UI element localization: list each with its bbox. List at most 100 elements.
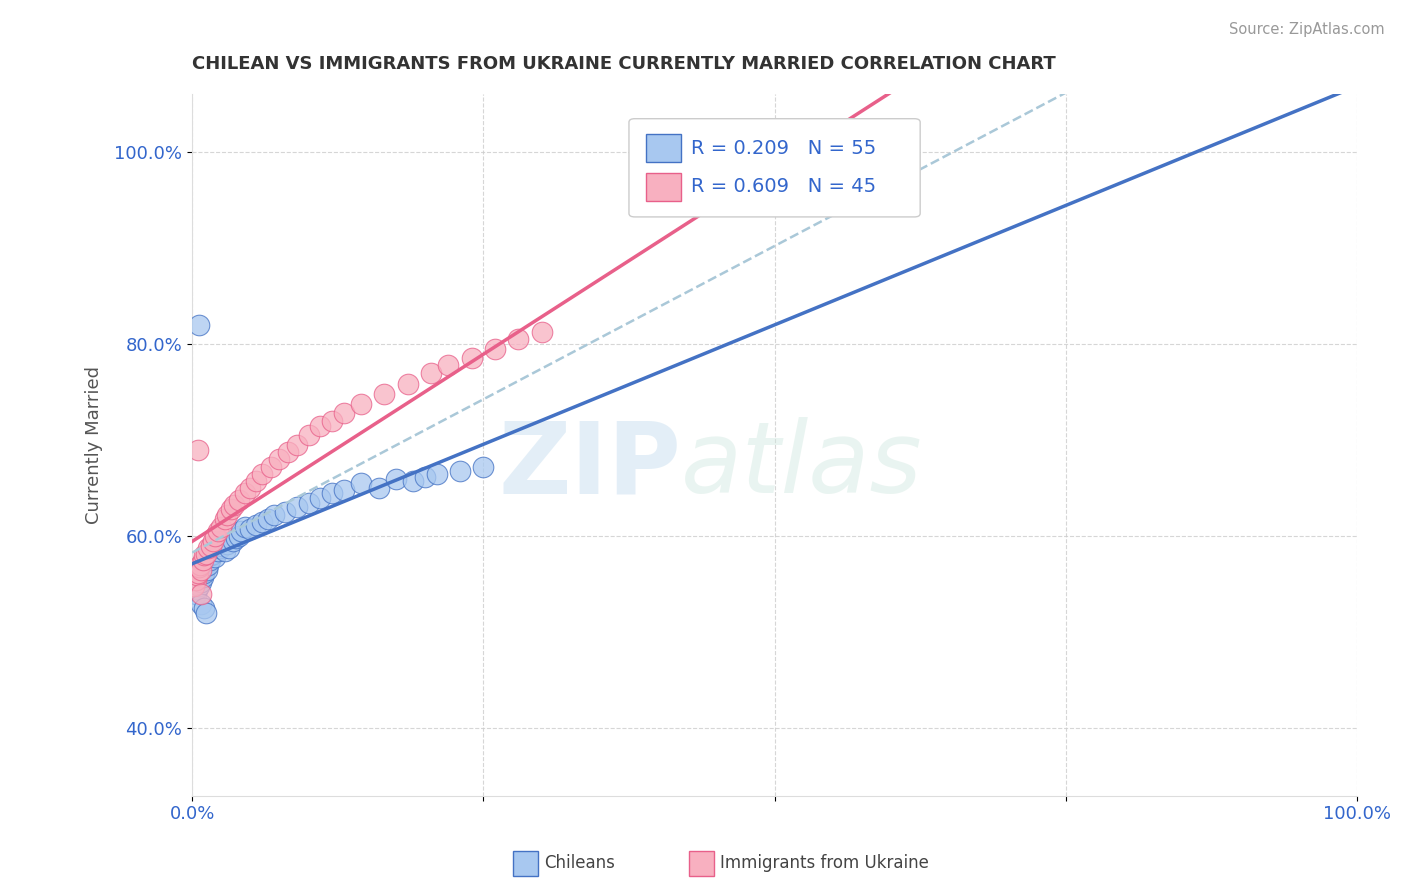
- Point: [373, 387, 395, 401]
- Point: [204, 529, 226, 543]
- Point: [484, 342, 506, 356]
- Point: [195, 547, 218, 561]
- Point: [460, 351, 482, 366]
- Point: [277, 444, 299, 458]
- Point: [309, 418, 332, 433]
- Point: [193, 549, 215, 563]
- Point: [285, 438, 308, 452]
- Point: [260, 460, 283, 475]
- Point: [194, 560, 217, 574]
- Point: [187, 567, 209, 582]
- Point: [419, 366, 441, 380]
- Point: [209, 541, 232, 555]
- Point: [191, 553, 214, 567]
- Point: [214, 512, 236, 526]
- Point: [385, 472, 408, 486]
- Point: [188, 318, 211, 332]
- Point: [217, 537, 239, 551]
- Point: [193, 566, 215, 580]
- Point: [190, 563, 212, 577]
- Text: atlas: atlas: [682, 417, 922, 515]
- Point: [321, 486, 343, 500]
- Y-axis label: Currently Married: Currently Married: [86, 366, 103, 524]
- Point: [285, 500, 308, 515]
- Point: [183, 579, 205, 593]
- Point: [239, 522, 262, 536]
- Point: [530, 326, 553, 340]
- Point: [472, 460, 495, 475]
- Text: Chileans: Chileans: [544, 855, 614, 872]
- Point: [298, 495, 321, 509]
- Point: [190, 597, 212, 611]
- Point: [202, 547, 225, 561]
- Point: [187, 573, 209, 587]
- Point: [309, 491, 332, 505]
- Point: [188, 569, 211, 583]
- Point: [197, 558, 219, 573]
- Point: [350, 476, 373, 491]
- Point: [193, 553, 215, 567]
- Point: [250, 515, 273, 529]
- Point: [217, 508, 239, 522]
- FancyBboxPatch shape: [647, 173, 682, 201]
- Point: [250, 467, 273, 481]
- Point: [225, 531, 247, 545]
- Point: [195, 556, 218, 570]
- Point: [204, 550, 226, 565]
- Point: [222, 499, 245, 513]
- Text: Source: ZipAtlas.com: Source: ZipAtlas.com: [1229, 22, 1385, 37]
- Point: [228, 492, 250, 507]
- Point: [218, 541, 240, 555]
- Point: [187, 442, 209, 457]
- Point: [233, 486, 256, 500]
- Point: [186, 582, 208, 596]
- Point: [413, 469, 436, 483]
- Point: [402, 474, 425, 488]
- Point: [200, 539, 222, 553]
- Point: [321, 414, 343, 428]
- Text: CHILEAN VS IMMIGRANTS FROM UKRAINE CURRENTLY MARRIED CORRELATION CHART: CHILEAN VS IMMIGRANTS FROM UKRAINE CURRE…: [193, 55, 1056, 73]
- Point: [190, 575, 212, 590]
- Point: [219, 502, 242, 516]
- Point: [332, 483, 354, 497]
- Point: [195, 563, 218, 577]
- Point: [222, 534, 245, 549]
- Point: [190, 587, 212, 601]
- Point: [332, 406, 354, 420]
- Point: [229, 524, 252, 539]
- Point: [214, 543, 236, 558]
- Point: [350, 396, 373, 410]
- Point: [437, 358, 460, 372]
- Point: [880, 145, 903, 159]
- Point: [191, 569, 214, 583]
- FancyBboxPatch shape: [628, 119, 920, 217]
- Point: [200, 549, 222, 563]
- Point: [202, 534, 225, 549]
- Point: [367, 481, 389, 495]
- Point: [188, 560, 211, 574]
- Point: [228, 529, 250, 543]
- FancyBboxPatch shape: [647, 134, 682, 162]
- Point: [396, 377, 419, 392]
- Point: [207, 543, 229, 558]
- Point: [239, 481, 262, 495]
- Point: [184, 573, 207, 587]
- Point: [245, 474, 267, 488]
- Text: ZIP: ZIP: [499, 417, 682, 515]
- Point: [188, 579, 211, 593]
- Point: [183, 577, 205, 591]
- Point: [211, 539, 233, 553]
- Point: [207, 524, 229, 539]
- Point: [257, 512, 280, 526]
- Point: [195, 606, 218, 620]
- Point: [190, 563, 212, 577]
- Point: [184, 587, 207, 601]
- Point: [209, 534, 232, 549]
- Point: [233, 519, 256, 533]
- Point: [198, 553, 221, 567]
- Point: [209, 519, 232, 533]
- Point: [269, 452, 291, 467]
- Text: Immigrants from Ukraine: Immigrants from Ukraine: [720, 855, 929, 872]
- Point: [426, 467, 449, 481]
- Point: [274, 505, 297, 519]
